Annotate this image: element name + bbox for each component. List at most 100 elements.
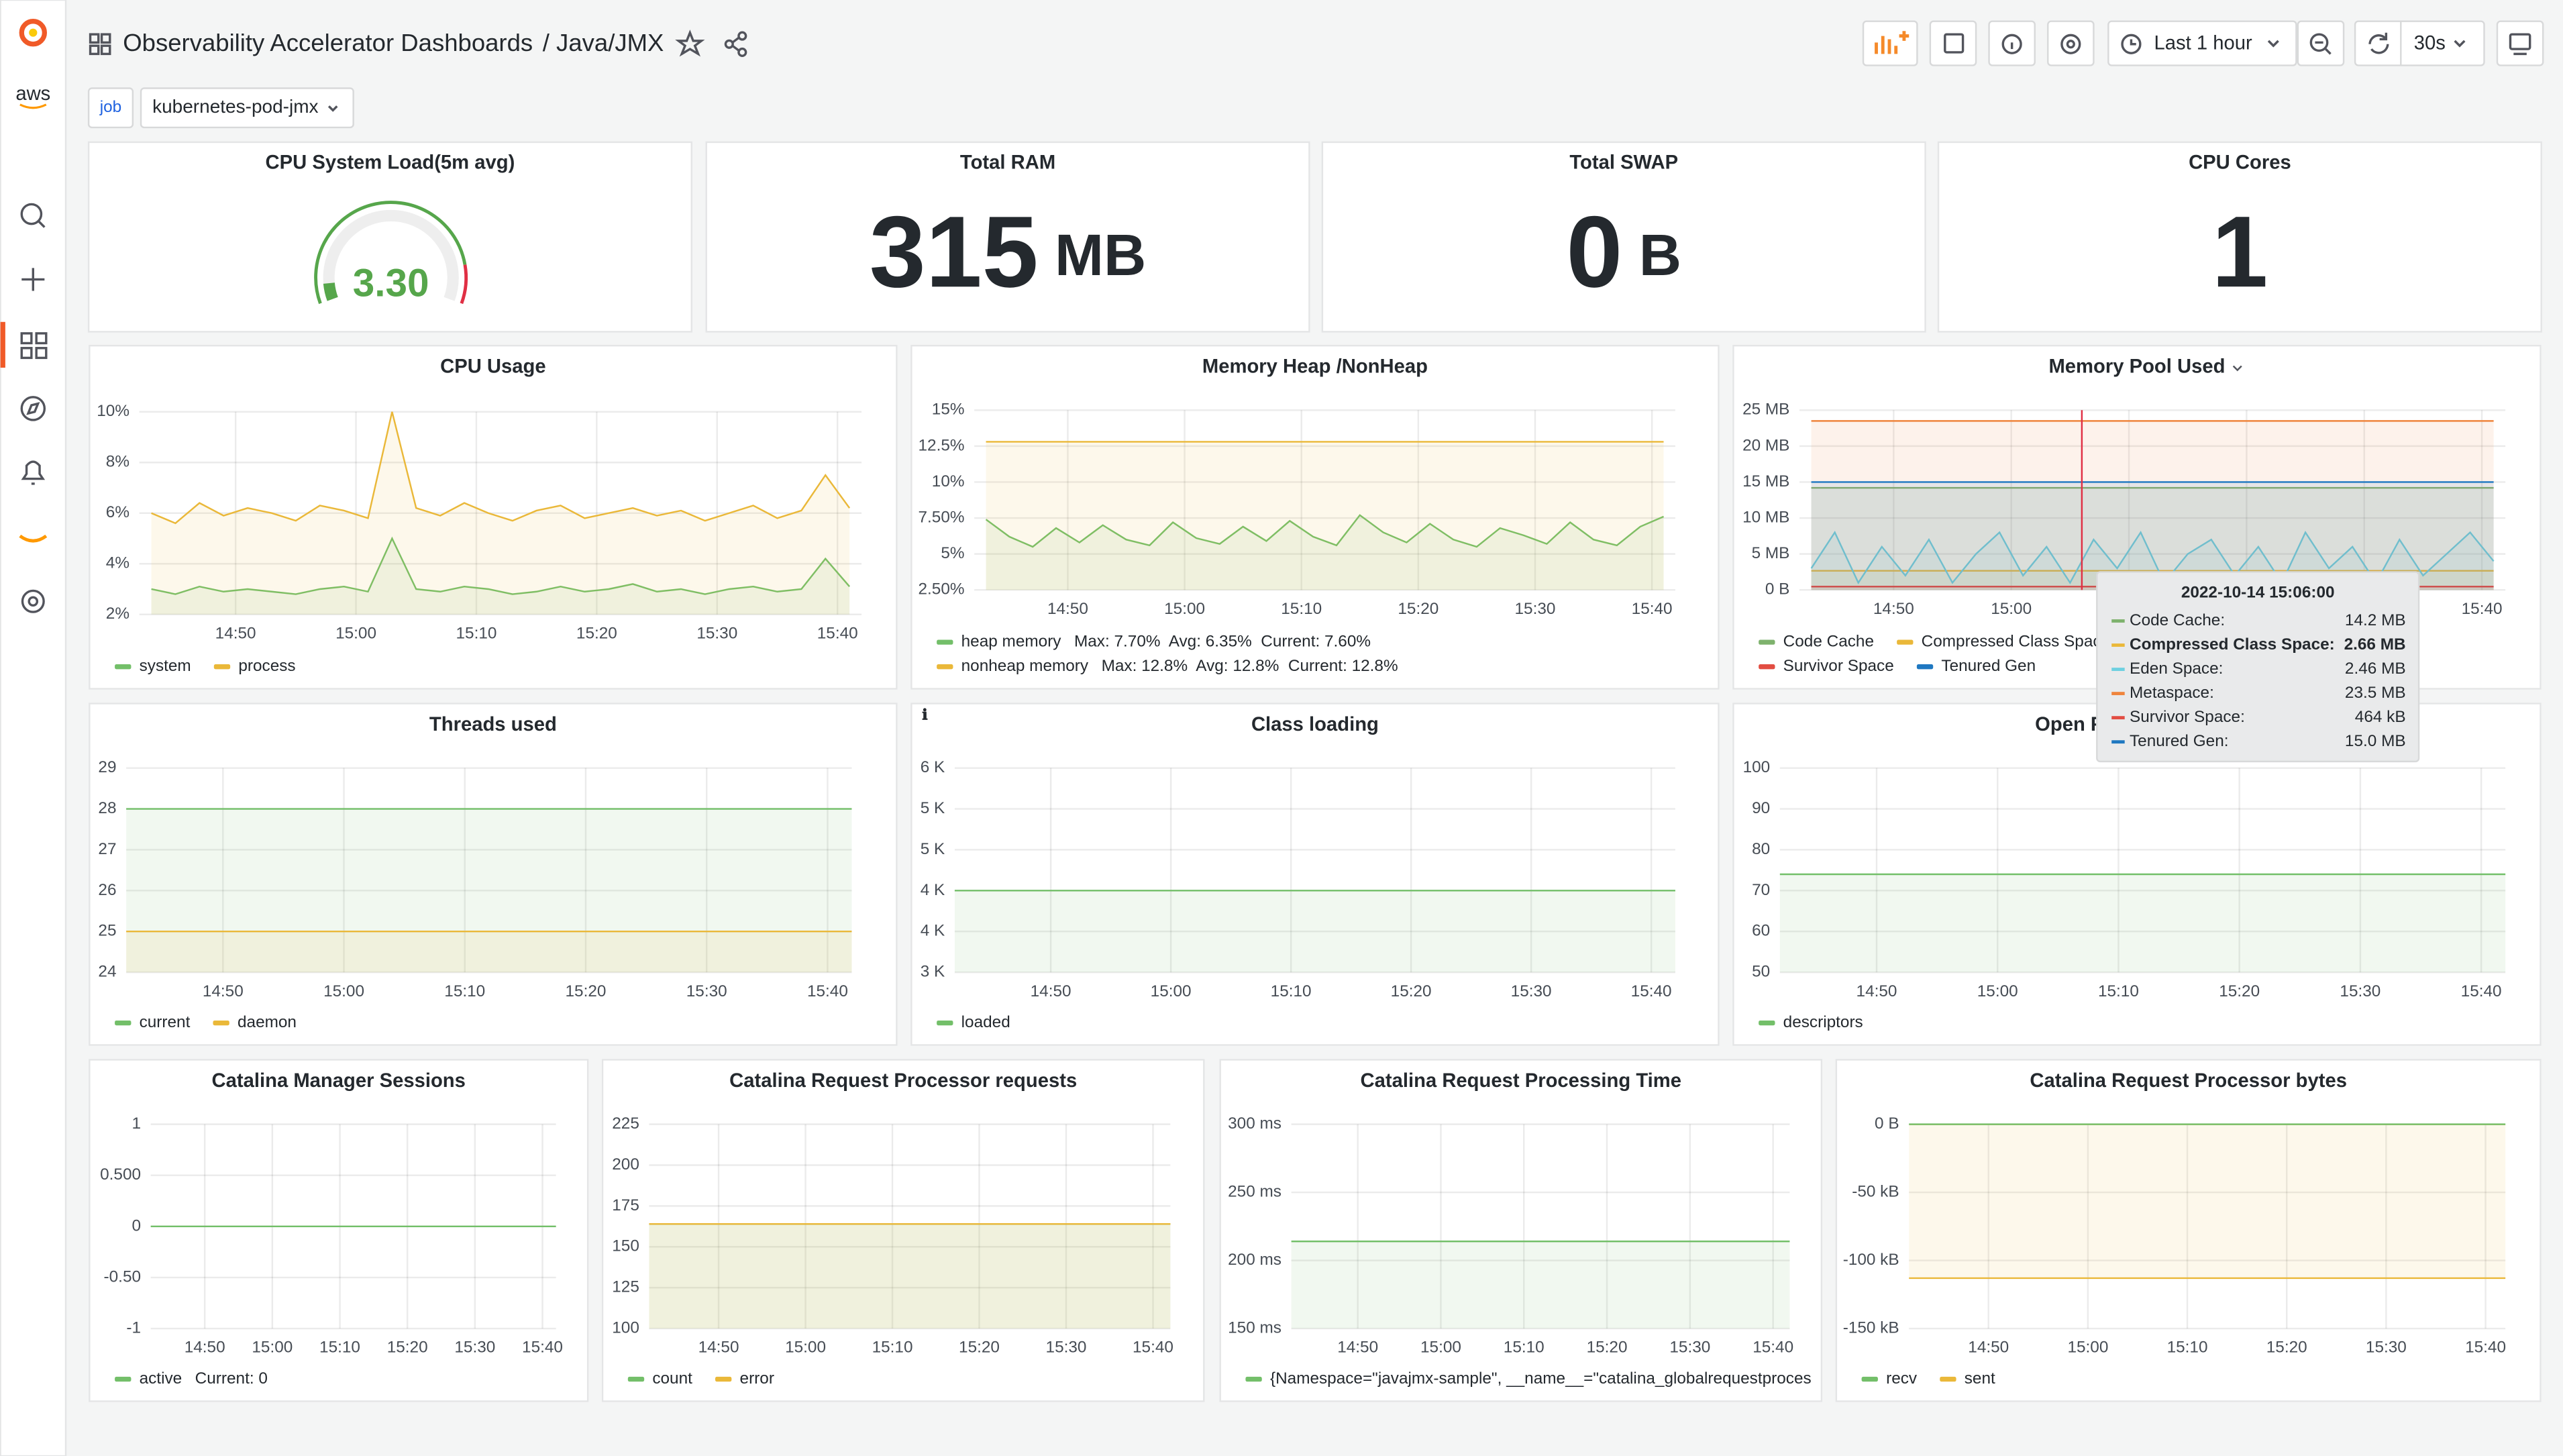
legend-label: descriptors [1783, 1013, 1863, 1031]
x-tick-label: 15:30 [2340, 982, 2381, 1000]
panel-title[interactable]: Class loading [1251, 714, 1379, 735]
legend-item[interactable]: descriptors [1759, 1013, 1863, 1031]
legend-item[interactable]: error [715, 1369, 774, 1388]
share-button[interactable] [724, 31, 747, 57]
legend-item[interactable]: Code Cache [1759, 633, 1874, 651]
legend-item[interactable]: active Current: 0 [115, 1369, 268, 1388]
aws-icon[interactable] [19, 534, 48, 543]
y-tick-label: 0 B [1875, 1114, 1899, 1133]
info-button[interactable] [1988, 20, 2036, 66]
legend-label: daemon [238, 1013, 297, 1031]
refresh-button[interactable]: 30s [2354, 20, 2485, 66]
alerting-icon[interactable] [21, 460, 46, 485]
area-fill [1779, 874, 2506, 973]
dashboards-icon[interactable] [20, 332, 48, 360]
y-tick-label: 150 [612, 1237, 639, 1255]
tooltip-value: 2.66 MB [2344, 635, 2406, 654]
panel [705, 141, 1310, 333]
panel [601, 1059, 1205, 1402]
aws-logo[interactable]: aws [15, 83, 50, 105]
area-fill [1811, 488, 2494, 590]
folder-title[interactable]: Observability Accelerator Dashboards [123, 28, 533, 56]
tooltip-name: Code Cache: [2130, 611, 2225, 629]
tv-mode-button[interactable] [2496, 20, 2544, 66]
time-picker[interactable]: Last 1 hour [2107, 20, 2297, 66]
panel [89, 344, 898, 690]
panel-title[interactable]: Catalina Manager Sessions [212, 1070, 466, 1092]
legend-item[interactable]: process [213, 657, 296, 675]
create-icon[interactable] [21, 268, 45, 291]
legend-item[interactable]: current [115, 1013, 191, 1031]
zoom-out-button[interactable] [2297, 20, 2345, 66]
time-range[interactable]: Last 1 hour [2154, 32, 2252, 54]
x-tick-label: 15:40 [2461, 982, 2502, 1000]
panel-menu-chevron [2232, 365, 2242, 372]
panel-title[interactable]: CPU Usage [440, 356, 546, 378]
variable-dropdown[interactable]: kubernetes-pod-jmx [140, 87, 354, 129]
logo[interactable] [19, 19, 48, 47]
legend: recv sent [1861, 1369, 1995, 1388]
y-tick-label: 5 K [921, 799, 945, 817]
add-panel-button[interactable] [1862, 20, 1918, 66]
panel-title[interactable]: Catalina Request Processor requests [729, 1070, 1077, 1092]
stat-unit: MB [1055, 222, 1146, 288]
legend: loaded [937, 1013, 1010, 1031]
panel-title[interactable]: Catalina Request Processing Time [1361, 1070, 1681, 1092]
legend-item[interactable]: nonheap memory Max: 12.8% Avg: 12.8% Curr… [937, 657, 1398, 675]
y-tick-label: -1 [126, 1318, 141, 1337]
legend: active Current: 0 [115, 1369, 268, 1388]
legend-item[interactable]: heap memory Max: 7.70% Avg: 6.35% Current… [937, 633, 1371, 651]
refresh-interval[interactable]: 30s [2414, 32, 2446, 54]
x-tick-label: 15:30 [696, 624, 737, 642]
legend-label: loaded [961, 1013, 1010, 1031]
x-tick-label: 15:40 [1753, 1339, 1793, 1357]
legend-stats: Max: 7.70% Avg: 6.35% Current: 7.60% [1074, 633, 1371, 651]
legend-item[interactable]: daemon [213, 1013, 297, 1031]
legend-item[interactable]: {Namespace="javajmx-sample", __name__="c… [1245, 1369, 1812, 1388]
legend-swatch [937, 1020, 953, 1026]
legend-item[interactable]: count [627, 1369, 692, 1388]
tooltip-name: Compressed Class Space: [2130, 635, 2335, 654]
panel-title[interactable]: Total RAM [960, 152, 1055, 173]
panel-title[interactable]: CPU System Load(5m avg) [266, 152, 515, 173]
legend-item[interactable]: sent [1940, 1369, 1995, 1388]
panel-title[interactable]: Memory Heap /NonHeap [1202, 356, 1428, 378]
save-button[interactable] [1929, 20, 1977, 66]
settings-button[interactable] [2047, 20, 2095, 66]
star-button[interactable] [675, 30, 705, 57]
panel-title[interactable]: Total SWAP [1569, 152, 1678, 173]
panel-title[interactable]: Threads used [429, 714, 557, 735]
panel-title[interactable]: CPU Cores [2189, 152, 2291, 173]
legend-item[interactable]: Tenured Gen [1916, 657, 2036, 675]
legend-stats: Max: 12.8% Avg: 12.8% Current: 12.8% [1102, 657, 1398, 675]
area-fill [1909, 1124, 2506, 1278]
chart-panel: Catalina Request Processor requests 100 12… [601, 1059, 1205, 1402]
x-tick-label: 15:10 [319, 1339, 360, 1357]
area-fill [649, 1224, 1171, 1329]
tooltip-name: Survivor Space: [2130, 708, 2245, 726]
legend-item[interactable]: Survivor Space [1759, 657, 1894, 675]
dashboard-name[interactable]: / Java/JMX [543, 28, 664, 56]
y-tick-label: 5 MB [1752, 544, 1790, 562]
tooltip-time: 2022-10-14 15:06:00 [2181, 584, 2335, 602]
legend-item[interactable]: loaded [937, 1013, 1010, 1031]
legend-swatch [213, 1020, 229, 1026]
settings-icon[interactable] [21, 589, 45, 613]
x-tick-label: 15:10 [2167, 1339, 2208, 1357]
panel-title[interactable]: Catalina Request Processor bytes [2030, 1070, 2347, 1092]
legend-label: heap memory [961, 633, 1062, 651]
panel [87, 141, 693, 333]
legend-item[interactable]: system [115, 657, 191, 675]
x-tick-label: 15:20 [2219, 982, 2260, 1000]
x-tick-label: 15:10 [1504, 1339, 1545, 1357]
legend: heap memory Max: 7.70% Avg: 6.35% Current… [937, 633, 1398, 675]
search-icon[interactable] [20, 203, 46, 228]
legend-item[interactable]: Compressed Class Space [1897, 633, 2110, 651]
explore-icon[interactable] [20, 396, 46, 421]
panel-title[interactable]: Memory Pool Used [2048, 356, 2225, 378]
variable-value[interactable]: kubernetes-pod-jmx [152, 96, 318, 117]
y-tick-label: -0.50 [104, 1267, 142, 1286]
legend-label: nonheap memory [961, 657, 1089, 675]
x-tick-label: 15:30 [1511, 982, 1552, 1000]
legend-item[interactable]: recv [1861, 1369, 1918, 1388]
